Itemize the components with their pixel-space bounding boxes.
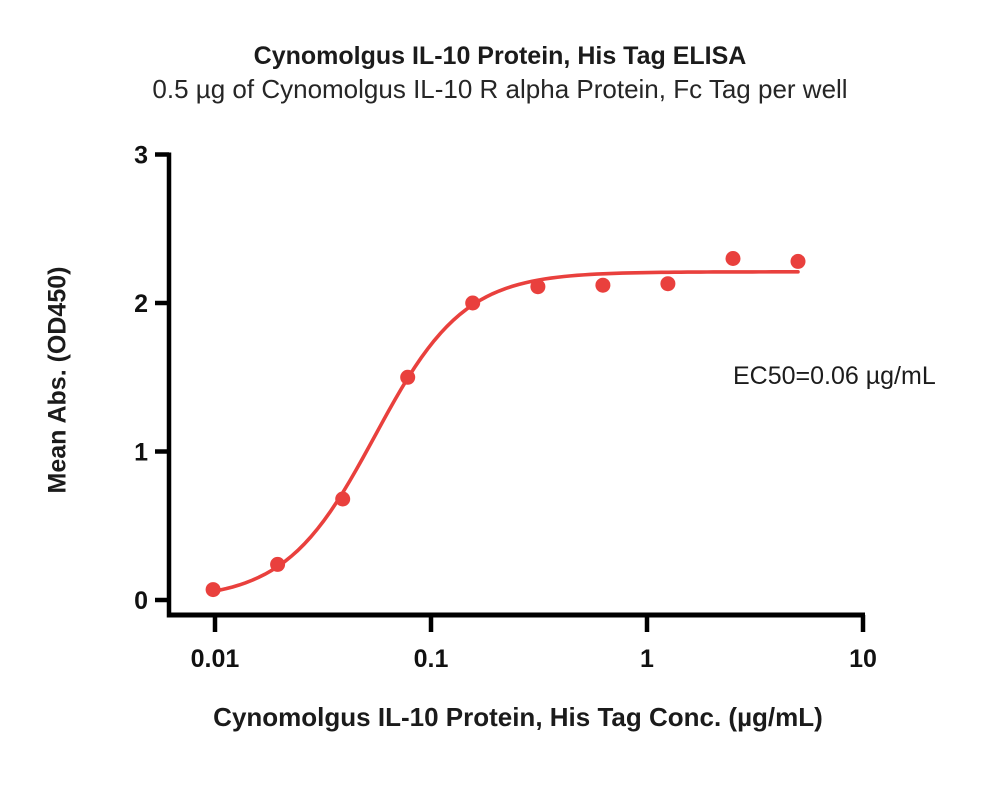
- data-point: [530, 279, 546, 295]
- data-point: [205, 582, 221, 598]
- data-point: [465, 295, 481, 311]
- y-tick-label: 1: [134, 439, 148, 467]
- chart-title: Cynomolgus IL-10 Protein, His Tag ELISA: [253, 42, 747, 70]
- y-tick-label: 3: [134, 142, 148, 170]
- x-tick-label: 10: [849, 645, 877, 673]
- data-point: [725, 251, 741, 266]
- fit-curve: [211, 270, 800, 594]
- x-tick-label: 0.1: [414, 645, 449, 673]
- y-tick-label: 0: [134, 587, 148, 615]
- data-point: [595, 277, 611, 293]
- x-tick-label: 1: [640, 645, 654, 673]
- data-point: [790, 253, 806, 269]
- x-tick-label: 0.01: [191, 645, 240, 673]
- data-point: [400, 369, 416, 385]
- chart-subtitle: 0.5 µg of Cynomolgus IL-10 R alpha Prote…: [152, 74, 848, 104]
- x-axis-label: Cynomolgus IL-10 Protein, His Tag Conc. …: [213, 702, 823, 732]
- ec50-annotation: EC50=0.06 µg/mL: [733, 362, 936, 390]
- data-point: [335, 491, 351, 507]
- data-point: [270, 556, 286, 572]
- data-point: [660, 276, 676, 292]
- y-tick-label: 2: [134, 290, 148, 318]
